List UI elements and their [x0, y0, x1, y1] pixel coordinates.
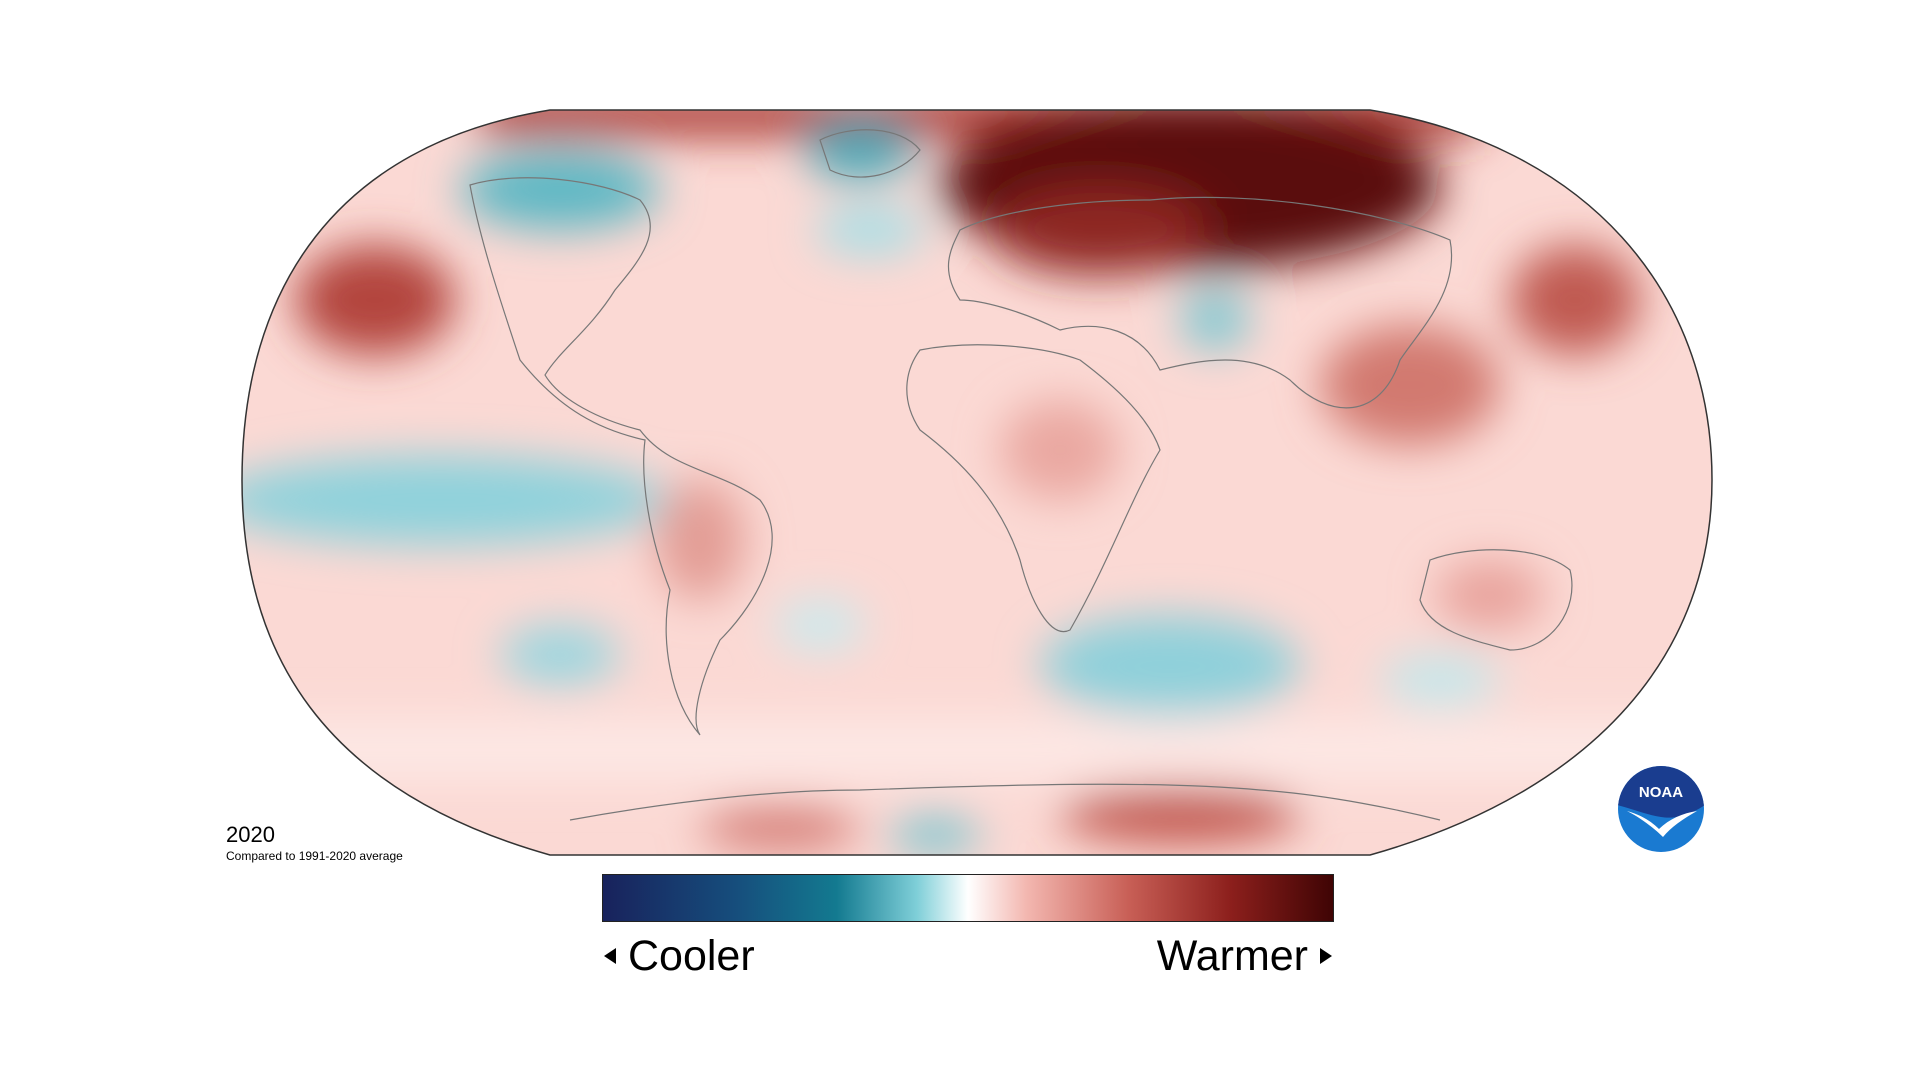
triangle-left-icon	[604, 948, 616, 964]
n-atlantic-cool	[815, 205, 925, 255]
coastlines	[469, 129, 1573, 821]
baseline-subtitle: Compared to 1991-2020 average	[226, 849, 403, 863]
se-pacific-cool	[500, 625, 620, 685]
s-australia-cool	[1380, 655, 1500, 705]
pacific-cool-tongue	[242, 455, 670, 545]
canada-cool	[460, 150, 660, 230]
americas-coast	[469, 177, 773, 736]
triangle-right-icon	[1320, 948, 1332, 964]
colorbar-legend: Cooler Warmer	[602, 928, 1334, 984]
anomaly-colorbar	[602, 874, 1334, 922]
antarctica-cool	[890, 815, 980, 855]
tibet-cool	[1180, 290, 1250, 350]
africa-coast	[906, 344, 1161, 633]
warmer-legend: Warmer	[1157, 928, 1332, 984]
antarctica-warm-west	[700, 806, 860, 850]
antarctica-warm-east	[1060, 787, 1300, 843]
anomaly-blobs	[242, 110, 1710, 855]
east-asia-warm	[1320, 325, 1500, 445]
ne-pacific-warm	[295, 245, 455, 355]
south-america-warm	[655, 480, 745, 600]
cooler-legend: Cooler	[604, 928, 755, 984]
australia-coast	[1419, 549, 1573, 651]
globe-outline	[241, 109, 1713, 856]
nw-pacific-warm	[1510, 245, 1640, 355]
s-atlantic-cool	[775, 600, 865, 650]
southern-ocean-pale	[242, 720, 1710, 780]
colorbar-gradient	[603, 875, 1333, 921]
warmer-label: Warmer	[1156, 931, 1308, 980]
greenland-cool	[805, 120, 915, 180]
antarctica-coast	[569, 783, 1441, 821]
logo-top	[1618, 766, 1704, 818]
greenland-coast	[819, 129, 921, 178]
noaa-logo-icon: NOAA	[1618, 766, 1704, 852]
australia-warm	[1435, 560, 1545, 630]
logo-text: NOAA	[1639, 784, 1683, 801]
logo-bird	[1627, 811, 1697, 837]
year-label: 2020	[226, 822, 275, 847]
cooler-label: Cooler	[628, 931, 755, 980]
anomaly-field	[242, 110, 1712, 855]
africa-warm	[1000, 400, 1120, 500]
s-indian-cool	[1040, 615, 1300, 715]
eurasia-coast	[947, 196, 1453, 409]
